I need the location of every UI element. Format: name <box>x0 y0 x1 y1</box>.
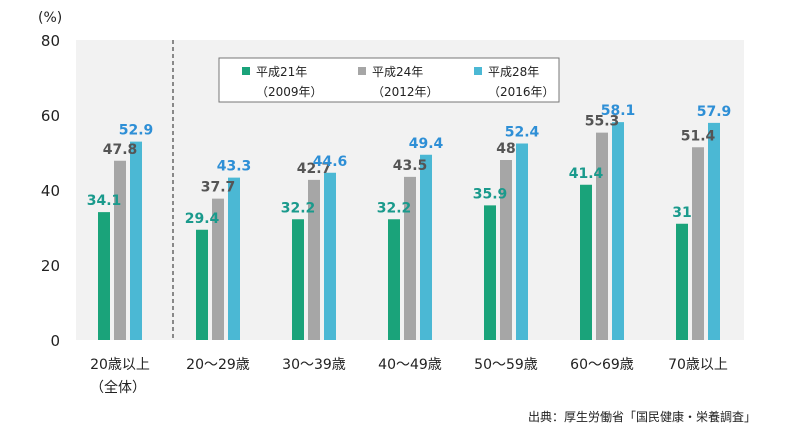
legend-sub-label: （2012年） <box>372 85 439 99</box>
bar <box>596 132 608 340</box>
source-note: 出典：厚生労働省「国民健康・栄養調査」 <box>527 410 756 424</box>
data-label: 49.4 <box>409 136 444 152</box>
y-tick-label: 20 <box>41 257 60 275</box>
bar <box>324 172 336 340</box>
data-label: 41.4 <box>569 166 604 182</box>
data-label: 29.4 <box>185 211 220 227</box>
legend-label: 平成24年 <box>372 65 423 79</box>
bar <box>420 154 432 340</box>
data-label: 47.8 <box>103 142 138 158</box>
x-tick-label: 20歳以上 <box>90 357 150 373</box>
bar <box>404 176 416 340</box>
data-label: 55.3 <box>585 114 620 130</box>
bar <box>308 179 320 340</box>
data-label: 43.3 <box>217 159 252 175</box>
data-label: 31 <box>672 205 691 221</box>
legend-box <box>218 57 560 103</box>
legend-swatch <box>474 67 482 75</box>
bar <box>484 205 496 340</box>
bar <box>196 229 208 340</box>
legend-swatch <box>242 67 250 75</box>
bar <box>130 141 142 340</box>
y-tick-label: 0 <box>50 332 60 350</box>
bar <box>676 223 688 340</box>
legend-label: 平成21年 <box>256 65 307 79</box>
legend-sub-label: （2016年） <box>488 85 555 99</box>
data-label: 44.6 <box>313 154 348 170</box>
bar <box>388 219 400 340</box>
data-label: 37.7 <box>201 180 236 196</box>
bar <box>516 143 528 340</box>
data-label: 51.4 <box>681 128 716 144</box>
x-tick-label-line2: （全体） <box>90 379 146 396</box>
legend-label: 平成28年 <box>488 65 539 79</box>
bar <box>500 160 512 340</box>
bar <box>212 198 224 340</box>
y-tick-label: 40 <box>41 182 60 200</box>
y-tick-label: 60 <box>41 107 60 125</box>
data-label: 35.9 <box>473 186 508 202</box>
bar <box>612 122 624 340</box>
data-label: 58.1 <box>601 103 636 119</box>
bar <box>98 212 110 340</box>
legend-swatch <box>358 67 366 75</box>
x-tick-label: 20～29歳 <box>186 357 250 373</box>
data-label: 34.1 <box>87 193 122 209</box>
bar <box>292 219 304 340</box>
data-label: 52.9 <box>119 123 154 139</box>
data-label: 32.2 <box>377 200 412 216</box>
bar <box>708 122 720 340</box>
data-label: 52.4 <box>505 125 540 141</box>
data-label: 57.9 <box>697 104 732 120</box>
x-tick-label: 60～69歳 <box>570 357 634 373</box>
bar <box>580 184 592 340</box>
data-label: 48 <box>496 141 515 157</box>
y-unit-label: (%) <box>38 10 62 26</box>
x-tick-label: 70歳以上 <box>668 357 728 373</box>
x-tick-label: 30～39歳 <box>282 357 346 373</box>
x-tick-label: 40～49歳 <box>378 357 442 373</box>
y-tick-label: 80 <box>41 32 60 50</box>
data-label: 42.7 <box>297 161 332 177</box>
x-tick-label: 50～59歳 <box>474 357 538 373</box>
bar <box>114 160 126 340</box>
data-label: 32.2 <box>281 200 316 216</box>
bar <box>692 147 704 340</box>
bar <box>228 177 240 340</box>
data-label: 43.5 <box>393 158 428 174</box>
legend-sub-label: （2009年） <box>256 85 323 99</box>
